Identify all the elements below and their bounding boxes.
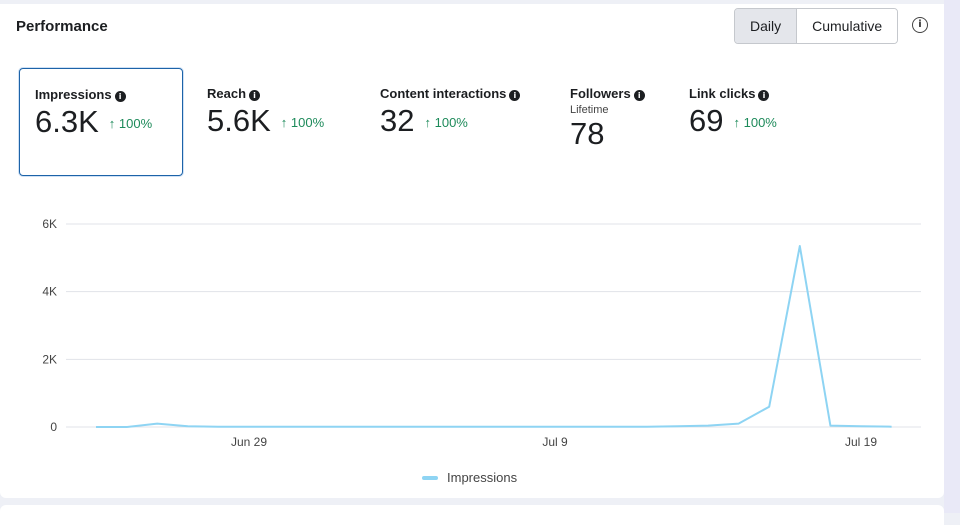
metric-sublabel: Lifetime xyxy=(570,104,609,116)
x-tick-label: Jul 19 xyxy=(845,435,877,449)
daily-button[interactable]: Daily xyxy=(735,9,798,43)
metric-label: Link clicks i xyxy=(689,86,777,101)
x-tick-label: Jul 9 xyxy=(542,435,568,449)
metric-change: ↑ 100% xyxy=(733,115,777,130)
chart-series xyxy=(96,245,892,428)
metric-value: 69 ↑ 100% xyxy=(689,103,777,138)
section-title: Performance xyxy=(16,18,108,35)
y-tick-label: 0 xyxy=(50,420,57,434)
arrow-up-icon: ↑ xyxy=(280,115,288,130)
legend-label: Impressions xyxy=(447,470,518,485)
info-icon[interactable]: i xyxy=(249,90,261,101)
performance-card: Performance Daily Cumulative i Impressio… xyxy=(0,4,944,498)
metric-content-interactions[interactable]: Content interactions i 32 ↑ 100% xyxy=(380,86,521,139)
metric-value: 32 ↑ 100% xyxy=(380,103,468,138)
info-icon[interactable]: i xyxy=(758,90,770,101)
arrow-up-icon: ↑ xyxy=(108,116,116,131)
impressions-line-chart: 0 2K 4K 6K Jun 29 Jul 9 Jul 19 xyxy=(42,217,921,449)
metric-followers[interactable]: Followers i Lifetime 78 xyxy=(570,86,645,152)
chart-legend[interactable]: Impressions xyxy=(422,470,517,485)
chart-y-axis: 0 2K 4K 6K xyxy=(42,217,57,434)
metric-change: ↑ 100% xyxy=(108,116,153,131)
y-tick-label: 2K xyxy=(42,352,57,366)
chart-x-axis: Jun 29 Jul 9 Jul 19 xyxy=(231,435,877,449)
next-card xyxy=(0,505,944,525)
metric-value: 78 xyxy=(570,116,605,151)
metric-impressions[interactable]: Impressions i 6.3K ↑ 100% xyxy=(19,68,183,176)
info-icon[interactable]: i xyxy=(912,17,928,33)
legend-swatch xyxy=(422,475,438,480)
info-icon[interactable]: i xyxy=(633,90,645,101)
metric-label: Impressions i xyxy=(35,87,152,102)
info-icon[interactable]: i xyxy=(114,91,126,102)
metric-reach[interactable]: Reach i 5.6K ↑ 100% xyxy=(207,86,324,139)
y-tick-label: 6K xyxy=(42,217,57,231)
cumulative-button[interactable]: Cumulative xyxy=(797,9,898,43)
page-background-strip xyxy=(944,0,960,513)
metric-label: Followers i xyxy=(570,86,645,101)
info-icon[interactable]: i xyxy=(509,90,521,101)
arrow-up-icon: ↑ xyxy=(424,115,431,130)
chart-gridlines xyxy=(66,223,921,428)
metric-change: ↑ 100% xyxy=(280,115,325,130)
metric-label: Reach i xyxy=(207,86,324,101)
arrow-up-icon: ↑ xyxy=(733,115,740,130)
y-tick-label: 4K xyxy=(42,285,57,299)
metric-value: 6.3K ↑ 100% xyxy=(35,104,153,139)
series-line-impressions xyxy=(96,245,892,428)
daily-cumulative-toggle: Daily Cumulative xyxy=(734,8,899,44)
metric-value: 5.6K ↑ 100% xyxy=(207,103,325,138)
metric-label: Content interactions i xyxy=(380,86,521,101)
metric-link-clicks[interactable]: Link clicks i 69 ↑ 100% xyxy=(689,86,777,139)
x-tick-label: Jun 29 xyxy=(231,435,267,449)
metric-change: ↑ 100% xyxy=(424,115,468,130)
